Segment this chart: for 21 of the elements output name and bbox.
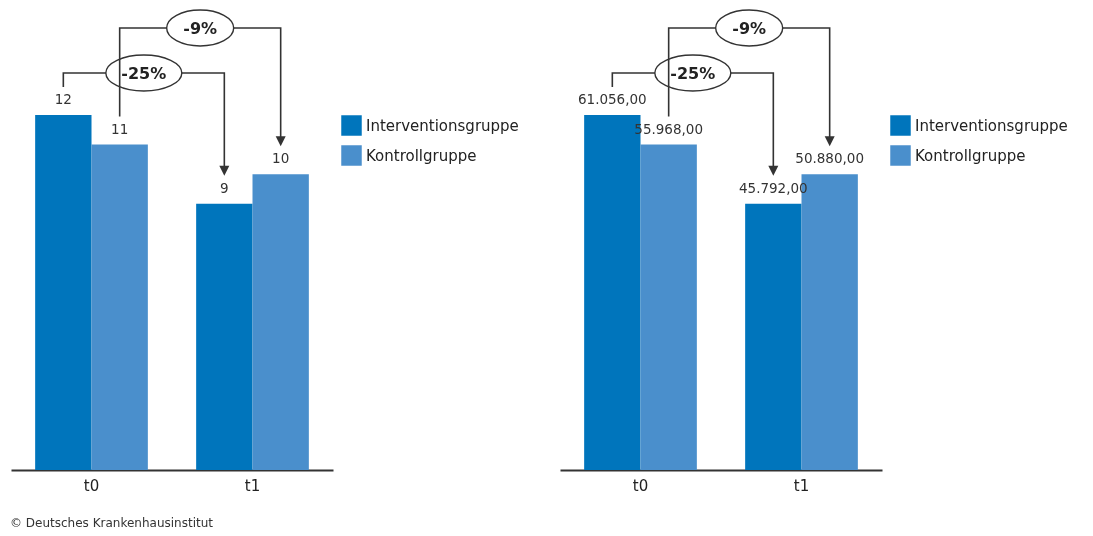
data-label: 61.056,00 [577, 91, 647, 107]
data-label: 9 [220, 179, 229, 196]
bar [35, 115, 92, 470]
data-label: 50.880,00 [795, 150, 865, 167]
bar [745, 203, 802, 470]
bar [196, 203, 253, 470]
bar [91, 144, 148, 470]
legend-label: Kontrollgruppe [366, 146, 477, 165]
x-tick-label: t0 [632, 476, 649, 495]
legend-label: Kontrollgruppe [915, 146, 1026, 165]
bar [252, 174, 309, 470]
legend-label: Interventionsgruppe [915, 116, 1068, 135]
x-tick-label: t1 [244, 476, 261, 495]
data-label: 12 [54, 91, 72, 107]
legend-label: Interventionsgruppe [366, 116, 519, 135]
bar [640, 144, 697, 470]
data-label: 11 [111, 120, 129, 137]
x-tick-label: t1 [793, 476, 810, 495]
text: © Deutsches Krankenhausinstitut [10, 516, 213, 530]
x-tick-label: t0 [83, 476, 100, 495]
data-label: 10 [272, 150, 290, 167]
